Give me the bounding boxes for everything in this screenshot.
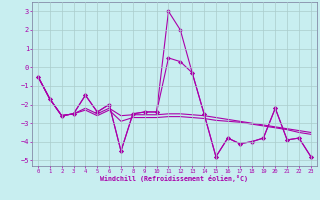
X-axis label: Windchill (Refroidissement éolien,°C): Windchill (Refroidissement éolien,°C) bbox=[100, 175, 248, 182]
